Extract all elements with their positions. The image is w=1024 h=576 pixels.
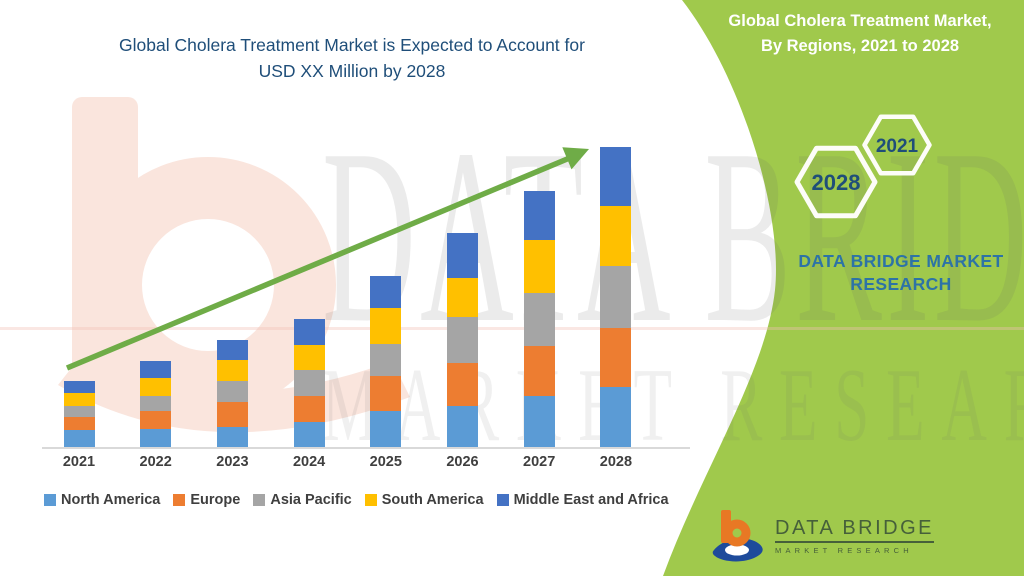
hex-small-year: 2021: [876, 136, 919, 157]
hex-large-year: 2028: [812, 170, 861, 195]
bar-2021-segment-south-america: [63, 392, 95, 406]
bar-2025-segment-middle-east-and-africa: [370, 276, 402, 309]
bar-2022-segment-asia-pacific: [140, 395, 172, 412]
bar-2026-segment-europe: [447, 362, 478, 406]
legend-item-north-america: North America: [44, 492, 160, 508]
legend-marker: [253, 494, 266, 506]
bar-2021-segment-middle-east-and-africa: [63, 381, 95, 393]
bar-2027-segment-europe: [523, 345, 555, 396]
bar-2026-segment-south-america: [447, 277, 478, 318]
chart-title-line2: USD XX Million by 2028: [258, 61, 446, 81]
legend-marker: [496, 494, 509, 506]
bar-2028: [600, 146, 632, 447]
bar-2027-segment-north-america: [523, 395, 555, 447]
bar-2024-segment-north-america: [293, 422, 325, 447]
bar-2021: [63, 381, 95, 447]
bar-2024: [293, 318, 325, 447]
x-tick-2025: 2025: [369, 454, 402, 470]
bar-2024-segment-europe: [293, 395, 325, 423]
bar-2021-segment-asia-pacific: [63, 405, 95, 418]
logo-title: DATA BRIDGE: [775, 517, 935, 543]
x-axis-line: [42, 447, 690, 449]
bar-2024-segment-south-america: [293, 345, 325, 371]
bar-2022-segment-north-america: [140, 428, 172, 447]
x-tick-2022: 2022: [139, 454, 172, 470]
bar-2022-segment-europe: [140, 411, 172, 429]
legend-label: North America: [61, 492, 161, 508]
bar-2026-segment-asia-pacific: [447, 317, 478, 363]
bar-2024-segment-asia-pacific: [293, 370, 325, 396]
bar-2023: [216, 339, 248, 447]
bar-2026: [447, 233, 478, 447]
bar-2025-segment-south-america: [370, 308, 402, 345]
bar-2025-segment-north-america: [370, 411, 402, 447]
logo-subtitle: MARKET RESEARCH: [775, 546, 913, 555]
hexagon-2021: 2021: [862, 114, 932, 176]
dbmr-brand-line2: RESEARCH: [850, 274, 952, 294]
bar-2027-segment-south-america: [523, 239, 555, 293]
bar-2027-segment-middle-east-and-africa: [523, 191, 555, 240]
bar-2025-segment-asia-pacific: [370, 344, 402, 377]
panel-title-line1: Global Cholera Treatment Market,: [728, 12, 992, 30]
bar-2022: [140, 361, 172, 447]
legend-marker: [173, 494, 186, 506]
legend-marker: [44, 494, 56, 506]
bar-2023-segment-north-america: [216, 426, 248, 447]
legend-item-middle-east-and-africa: Middle East and Africa: [496, 492, 669, 508]
bar-2025-segment-europe: [370, 376, 402, 412]
legend-label: Asia Pacific: [270, 492, 352, 508]
bar-2026-segment-north-america: [447, 405, 478, 447]
x-tick-2027: 2027: [523, 454, 556, 470]
bar-2023-segment-asia-pacific: [216, 380, 248, 402]
bar-2023-segment-middle-east-and-africa: [216, 339, 248, 361]
hexagon-2028: 2028: [794, 145, 878, 219]
hexagon-badges: 2028 2021: [794, 114, 932, 219]
panel-title: Global Cholera Treatment Market, By Regi…: [702, 9, 1018, 59]
bar-2022-segment-middle-east-and-africa: [140, 361, 172, 378]
bar-2027-segment-asia-pacific: [523, 292, 555, 346]
dbmr-brand-line1: DATA BRIDGE MARKET: [798, 251, 1004, 271]
chart-title: Global Cholera Treatment Market is Expec…: [58, 32, 646, 84]
bar-2023-segment-europe: [216, 401, 248, 427]
bar-2028-segment-north-america: [600, 386, 632, 447]
x-tick-2021: 2021: [62, 454, 96, 470]
bar-2028-segment-south-america: [600, 206, 632, 267]
databridge-logo-icon: [712, 510, 763, 562]
legend-label: Europe: [190, 492, 241, 508]
databridge-logo: DATA BRIDGE MARKET RESEARCH: [712, 508, 935, 564]
bar-2026-segment-middle-east-and-africa: [447, 233, 478, 278]
bar-2028-segment-middle-east-and-africa: [600, 146, 632, 207]
x-tick-2024: 2024: [292, 454, 326, 470]
bar-2023-segment-south-america: [216, 360, 248, 381]
chart-title-line1: Global Cholera Treatment Market is Expec…: [119, 35, 585, 55]
bar-2028-segment-asia-pacific: [600, 266, 632, 328]
x-tick-2028: 2028: [599, 454, 633, 470]
bar-2025: [370, 276, 402, 447]
bar-2022-segment-south-america: [140, 377, 172, 396]
bar-2027: [523, 191, 555, 447]
dbmr-brand-text: DATA BRIDGE MARKET RESEARCH: [756, 250, 1024, 296]
x-tick-2023: 2023: [216, 454, 249, 470]
legend-item-south-america: South America: [364, 492, 484, 508]
legend-label: Middle East and Africa: [513, 492, 669, 508]
legend-item-asia-pacific: Asia Pacific: [253, 492, 352, 508]
bar-2028-segment-europe: [600, 327, 632, 387]
bar-2024-segment-middle-east-and-africa: [293, 318, 325, 346]
legend-marker: [364, 494, 377, 506]
bar-2021-segment-north-america: [63, 429, 95, 447]
legend-item-europe: Europe: [173, 492, 240, 508]
bar-2021-segment-europe: [63, 417, 95, 430]
legend-label: South America: [381, 492, 484, 508]
panel-title-line2: By Regions, 2021 to 2028: [760, 37, 960, 55]
x-tick-2026: 2026: [446, 454, 479, 470]
chart-legend: North America Europe Asia Pacific South Ame…: [44, 492, 669, 508]
